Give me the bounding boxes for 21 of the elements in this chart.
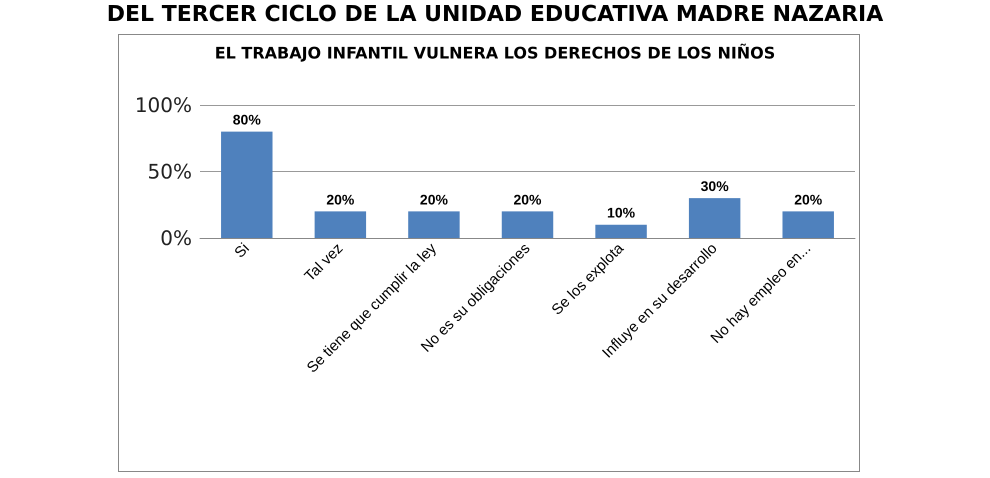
bar [782,211,834,238]
data-label: 20% [794,191,823,208]
y-tick-label: 50% [148,160,192,184]
text: DEL TERCER CICLO DE LA UNIDAD EDUCATIVA MADRE NAZARIA [106,2,884,27]
data-label: 10% [607,204,636,221]
data-label: 80% [232,112,262,128]
y-tick-label: 100% [134,93,192,117]
bar [502,211,554,238]
data-label: 20% [420,191,448,208]
bar [314,211,366,238]
data-label: 30% [700,178,730,194]
x-tick-label: Si [231,240,253,262]
x-tick-label: Tal vez [301,240,346,285]
bar [688,198,740,238]
bar [221,132,273,238]
chart-title: EL TRABAJO INFANTIL VULNERA LOS DERECHOS DE LOS NIÑOS [214,44,776,62]
y-tick-label: 0% [160,226,192,250]
data-label: 20% [326,191,355,208]
bar [408,211,460,238]
data-label: 20% [513,191,542,208]
bar [595,224,647,238]
